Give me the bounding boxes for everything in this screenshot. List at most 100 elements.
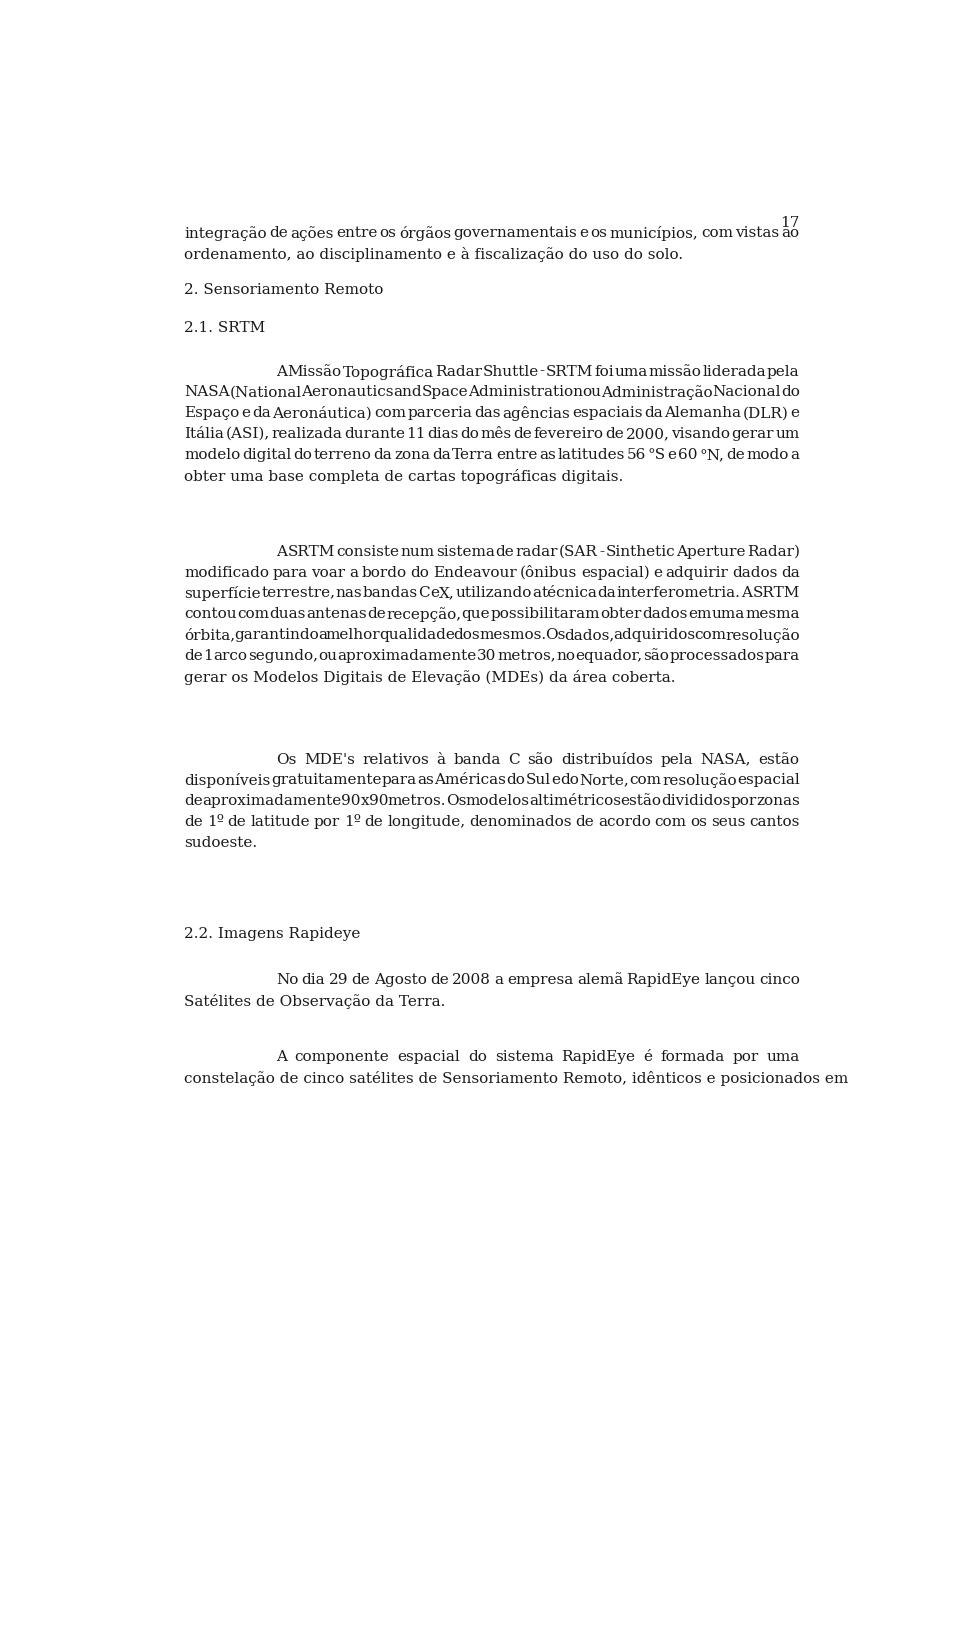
Text: Radar: Radar <box>435 364 482 379</box>
Text: órbita,: órbita, <box>184 628 235 642</box>
Text: de: de <box>184 795 204 808</box>
Text: Radar): Radar) <box>747 544 800 559</box>
Text: realizada: realizada <box>272 428 343 441</box>
Text: que: que <box>462 608 491 621</box>
Text: 56: 56 <box>627 447 646 462</box>
Text: de: de <box>228 815 247 829</box>
Text: modo: modo <box>747 447 789 462</box>
Text: terreno: terreno <box>314 447 372 462</box>
Text: and: and <box>394 385 422 400</box>
Text: técnica: técnica <box>541 587 597 600</box>
Text: com: com <box>237 608 269 621</box>
Text: do: do <box>461 428 479 441</box>
Text: durante: durante <box>344 428 405 441</box>
Text: terrestre,: terrestre, <box>261 587 335 600</box>
Text: por: por <box>732 1051 758 1064</box>
Text: de: de <box>430 974 449 987</box>
Text: da: da <box>432 447 450 462</box>
Text: as: as <box>539 447 556 462</box>
Text: SRTM: SRTM <box>546 364 593 379</box>
Text: da: da <box>780 565 800 580</box>
Text: gratuitamente: gratuitamente <box>271 774 381 787</box>
Text: do: do <box>294 447 312 462</box>
Text: NASA: NASA <box>184 385 230 400</box>
Text: modificado: modificado <box>184 565 270 580</box>
Text: (DLR): (DLR) <box>743 406 789 420</box>
Text: por: por <box>731 795 756 808</box>
Text: com: com <box>694 628 727 642</box>
Text: equador,: equador, <box>576 649 642 664</box>
Text: sistema: sistema <box>494 1051 554 1064</box>
Text: segundo,: segundo, <box>248 649 318 664</box>
Text: para: para <box>382 774 417 787</box>
Text: NASA,: NASA, <box>701 752 751 767</box>
Text: e: e <box>430 587 439 600</box>
Text: Alemanha: Alemanha <box>664 406 741 420</box>
Text: obter: obter <box>601 608 642 621</box>
Text: divididos: divididos <box>661 795 731 808</box>
Text: (ônibus: (ônibus <box>520 565 577 580</box>
Text: mesma: mesma <box>745 608 800 621</box>
Text: de: de <box>726 447 745 462</box>
Text: e: e <box>667 447 677 462</box>
Text: x: x <box>360 795 369 808</box>
Text: Endeavour: Endeavour <box>433 565 516 580</box>
Text: entre: entre <box>336 226 377 239</box>
Text: ordenamento, ao disciplinamento e à fiscalização do uso do solo.: ordenamento, ao disciplinamento e à fisc… <box>184 247 684 262</box>
Text: da: da <box>252 406 271 420</box>
Text: Satélites de Observação da Terra.: Satélites de Observação da Terra. <box>184 993 445 1008</box>
Text: 2.2. Imagens Rapideye: 2.2. Imagens Rapideye <box>184 926 361 941</box>
Text: superfície: superfície <box>184 587 261 602</box>
Text: ou: ou <box>583 385 602 400</box>
Text: relativos: relativos <box>362 752 429 767</box>
Text: bordo: bordo <box>362 565 407 580</box>
Text: à: à <box>437 752 445 767</box>
Text: -: - <box>599 544 604 559</box>
Text: vistas: vistas <box>735 226 780 239</box>
Text: dados,: dados, <box>564 628 614 642</box>
Text: Missão: Missão <box>288 364 342 379</box>
Text: fevereiro: fevereiro <box>534 428 604 441</box>
Text: Espaço: Espaço <box>184 406 240 420</box>
Text: e: e <box>653 565 662 580</box>
Text: modelos: modelos <box>466 795 530 808</box>
Text: latitude: latitude <box>251 815 310 829</box>
Text: municípios,: municípios, <box>610 226 699 241</box>
Text: Norte,: Norte, <box>580 774 630 787</box>
Text: antenas: antenas <box>306 608 367 621</box>
Text: espacial: espacial <box>397 1051 460 1064</box>
Text: ou: ou <box>319 649 337 664</box>
Text: arco: arco <box>213 649 248 664</box>
Text: ações: ações <box>290 226 334 241</box>
Text: de: de <box>575 815 594 829</box>
Text: espacial): espacial) <box>581 565 650 580</box>
Text: A: A <box>276 544 287 559</box>
Text: de: de <box>495 544 515 559</box>
Text: 1º: 1º <box>344 815 361 829</box>
Text: Sinthetic: Sinthetic <box>606 544 675 559</box>
Text: A: A <box>276 1051 287 1064</box>
Text: a: a <box>349 565 358 580</box>
Text: zonas: zonas <box>756 795 800 808</box>
Text: Américas: Américas <box>434 774 506 787</box>
Text: constelação de cinco satélites de Sensoriamento Remoto, idênticos e posicionados: constelação de cinco satélites de Sensor… <box>184 1070 849 1085</box>
Text: espaciais: espaciais <box>572 406 642 420</box>
Text: Topográfica: Topográfica <box>343 364 434 380</box>
Text: pela: pela <box>767 364 800 379</box>
Text: ao: ao <box>781 226 800 239</box>
Text: um: um <box>776 428 800 441</box>
Text: 90: 90 <box>369 795 388 808</box>
Text: para: para <box>764 649 800 664</box>
Text: banda: banda <box>453 752 500 767</box>
Text: estão: estão <box>621 795 661 808</box>
Text: governamentais: governamentais <box>453 226 577 239</box>
Text: contou: contou <box>184 608 237 621</box>
Text: com: com <box>630 774 661 787</box>
Text: altimétricos: altimétricos <box>529 795 621 808</box>
Text: com: com <box>373 406 406 420</box>
Text: e: e <box>551 774 560 787</box>
Text: de: de <box>365 815 383 829</box>
Text: são: são <box>527 752 553 767</box>
Text: Os: Os <box>545 628 565 642</box>
Text: integração: integração <box>184 226 267 241</box>
